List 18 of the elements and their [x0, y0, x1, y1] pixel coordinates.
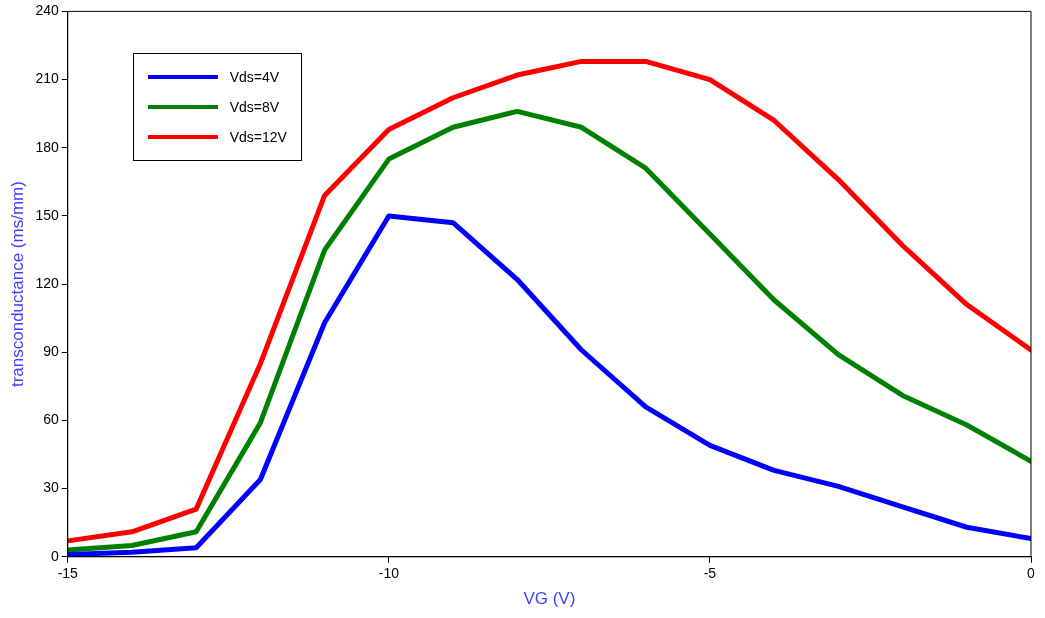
y-axis-title: transconductance (ms/mm) — [7, 181, 27, 388]
y-tick-label: 30 — [43, 479, 59, 496]
x-tick-label: -15 — [57, 565, 79, 582]
x-tick-label: 0 — [1027, 565, 1036, 582]
y-tick-label: 90 — [43, 343, 59, 360]
y-tick-label: 180 — [35, 138, 59, 155]
x-tick-label: -5 — [703, 565, 717, 582]
y-tick-label: 120 — [35, 274, 59, 291]
x-axis-title: VG (V) — [523, 589, 576, 609]
legend-label: Vds=12V — [229, 129, 287, 146]
y-tick-label: 60 — [43, 411, 59, 428]
y-tick-label: 0 — [50, 547, 59, 564]
y-tick-label: 210 — [35, 70, 59, 87]
x-tick-label: -10 — [378, 565, 400, 582]
y-tick-label: 150 — [35, 206, 59, 223]
legend-label: Vds=8V — [229, 99, 280, 116]
legend-label: Vds=4V — [229, 69, 280, 86]
y-tick-label: 240 — [35, 2, 59, 19]
